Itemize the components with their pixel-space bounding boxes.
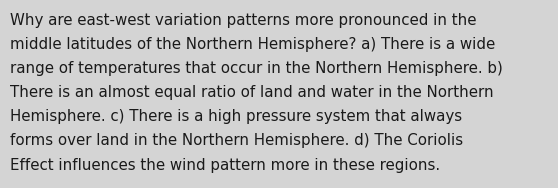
Text: Effect influences the wind pattern more in these regions.: Effect influences the wind pattern more … xyxy=(10,158,440,173)
Text: range of temperatures that occur in the Northern Hemisphere. b): range of temperatures that occur in the … xyxy=(10,61,503,76)
Text: There is an almost equal ratio of land and water in the Northern: There is an almost equal ratio of land a… xyxy=(10,85,494,100)
Text: forms over land in the Northern Hemisphere. d) The Coriolis: forms over land in the Northern Hemisphe… xyxy=(10,133,463,149)
Text: Why are east-west variation patterns more pronounced in the: Why are east-west variation patterns mor… xyxy=(10,13,477,28)
Text: middle latitudes of the Northern Hemisphere? a) There is a wide: middle latitudes of the Northern Hemisph… xyxy=(10,37,496,52)
Text: Hemisphere. c) There is a high pressure system that always: Hemisphere. c) There is a high pressure … xyxy=(10,109,462,124)
